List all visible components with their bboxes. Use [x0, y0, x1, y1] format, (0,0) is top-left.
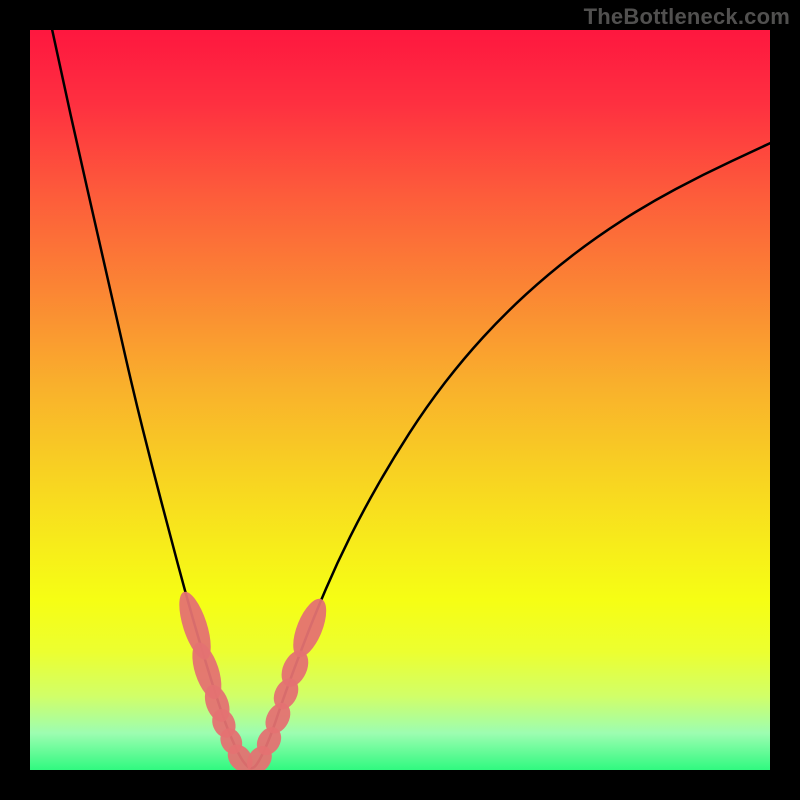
black-frame-border	[0, 0, 800, 800]
watermark-text: TheBottleneck.com	[584, 4, 790, 30]
figure-root: TheBottleneck.com	[0, 0, 800, 800]
